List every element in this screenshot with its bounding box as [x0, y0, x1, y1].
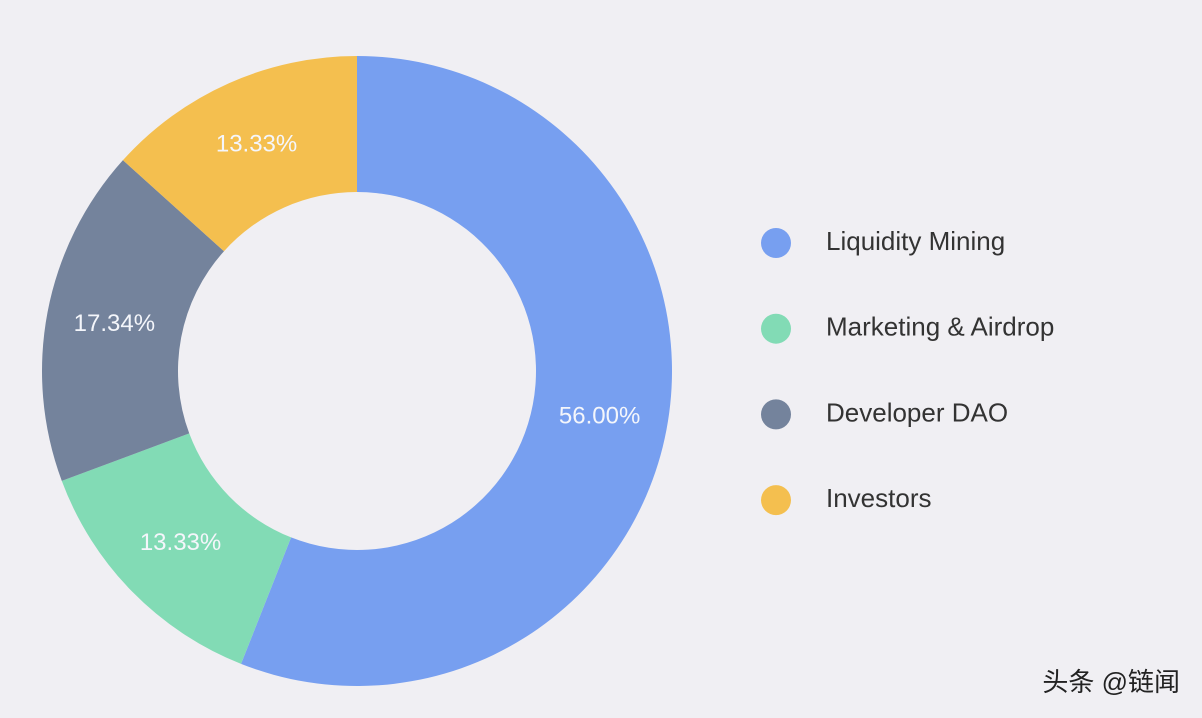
- legend-swatch: [761, 313, 791, 344]
- legend-swatch: [761, 228, 791, 258]
- slice-label: 13.33%: [216, 131, 297, 158]
- slice-label: 17.34%: [74, 310, 155, 337]
- slice-label: 56.00%: [559, 403, 640, 430]
- legend-label: Investors: [826, 483, 932, 513]
- legend-swatch: [761, 399, 791, 430]
- legend-label: Developer DAO: [826, 397, 1008, 427]
- legend-swatch: [761, 485, 791, 516]
- donut-slice: [61, 433, 292, 664]
- donut-slice: [241, 56, 672, 686]
- donut-slice: [122, 56, 358, 252]
- legend-label: Marketing & Airdrop: [826, 312, 1054, 342]
- donut-slice: [42, 160, 225, 481]
- slice-label: 13.33%: [140, 529, 221, 556]
- watermark: 头条 @链闻: [1042, 667, 1180, 697]
- legend-label: Liquidity Mining: [826, 226, 1005, 256]
